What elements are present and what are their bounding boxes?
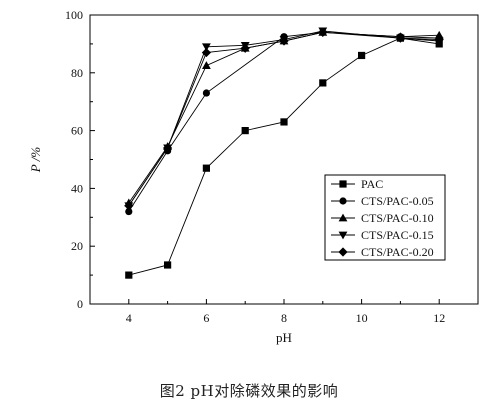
series-line: [128, 31, 440, 206]
y-axis-title: P /%: [28, 147, 43, 174]
y-tick-label: 100: [65, 8, 83, 22]
data-point: [202, 43, 211, 52]
y-tick-label: 80: [71, 66, 83, 80]
x-axis-title: pH: [276, 330, 292, 345]
legend-label: CTS/PAC-0.10: [361, 211, 434, 225]
y-tick-label: 20: [71, 239, 83, 253]
x-tick-label: 4: [126, 311, 132, 325]
data-point: [241, 127, 249, 135]
data-point: [434, 30, 444, 39]
x-tick-label: 10: [356, 311, 368, 325]
data-point: [434, 34, 444, 45]
legend-label: PAC: [361, 177, 383, 191]
data-point: [202, 164, 210, 172]
legend-label: CTS/PAC-0.15: [361, 228, 434, 242]
data-point: [124, 201, 134, 211]
data-point: [201, 47, 211, 58]
data-point: [240, 43, 250, 53]
data-point: [125, 207, 133, 216]
data-point: [319, 79, 327, 87]
plot-frame: [89, 14, 479, 305]
legend-label: CTS/PAC-0.05: [361, 194, 434, 208]
y-tick-label: 0: [77, 297, 83, 311]
data-point: [395, 33, 405, 43]
figure-caption: 图2 pH对除磷效果的影响: [159, 382, 339, 400]
data-point: [280, 118, 288, 126]
data-point: [358, 51, 366, 60]
data-point: [163, 143, 173, 153]
data-point: [164, 261, 172, 269]
data-point: [202, 61, 211, 69]
legend-marker: [338, 213, 348, 222]
legend-marker: [339, 180, 347, 188]
y-tick-label: 40: [71, 181, 83, 195]
data-point: [125, 271, 133, 279]
chart-svg: 0 20 40 60 80 100 4 6 8 10 12 pH P /% PAC CTS/PAC-0.05…: [28, 8, 479, 345]
legend-marker: [338, 231, 348, 240]
x-tick-label: 6: [203, 311, 209, 325]
y-tick-label: 60: [71, 124, 83, 138]
legend-marker: [338, 247, 348, 257]
legend-marker: [339, 197, 347, 205]
x-tick-label: 8: [281, 311, 287, 325]
data-point: [318, 27, 328, 37]
data-point: [279, 36, 289, 46]
x-tick-label: 12: [433, 311, 445, 325]
data-point: [202, 89, 210, 97]
legend-label: CTS/PAC-0.20: [361, 245, 434, 259]
